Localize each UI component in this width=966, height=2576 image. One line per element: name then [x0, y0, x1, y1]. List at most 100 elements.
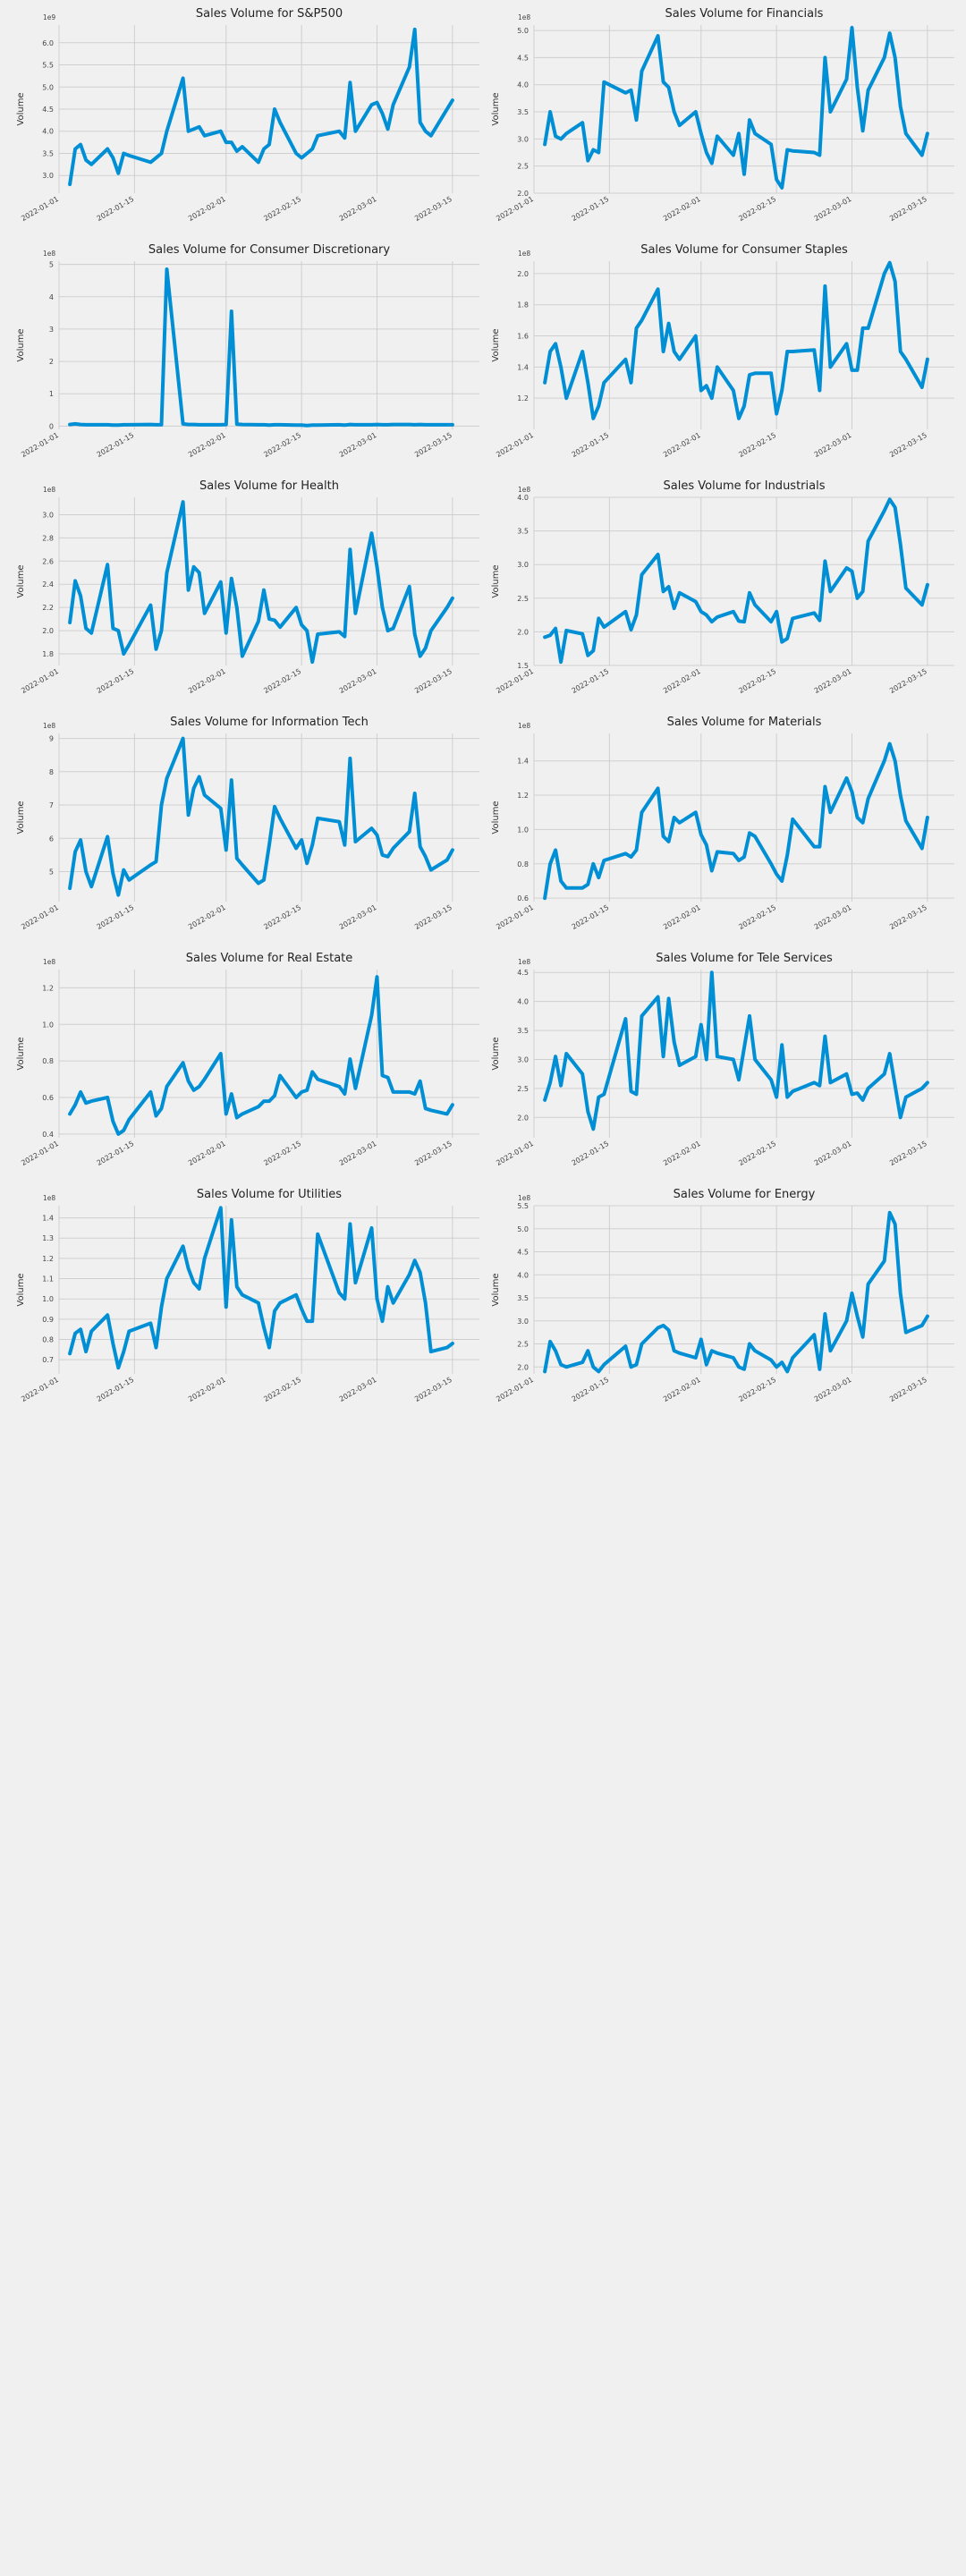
plot-area [59, 970, 479, 1138]
y-tick-label: 1.2 [517, 792, 529, 800]
y-tick-label: 4.5 [517, 1249, 529, 1257]
y-tick-label: 1.8 [517, 301, 529, 309]
y-tick-label: 9 [49, 735, 54, 743]
y-axis-label: Volume [491, 564, 501, 597]
plot-area [534, 1206, 954, 1374]
chart-panel: 0.60.81.01.21.42022-01-01 2022-01-15 2022-… [491, 716, 954, 931]
y-tick-label: 2.0 [517, 628, 529, 636]
y-tick-label: 1.2 [42, 1255, 54, 1263]
chart-title: Sales Volume for S&P500 [196, 7, 343, 21]
chart-title: Sales Volume for Industrials [664, 479, 826, 493]
y-tick-label: 0.8 [517, 860, 529, 869]
y-tick-label: 5.0 [517, 1225, 529, 1233]
y-tick-label: 1.3 [42, 1234, 54, 1242]
y-tick-label: 3.0 [517, 135, 529, 143]
y-tick-label: 8 [49, 768, 54, 776]
y-tick-label: 0.7 [42, 1356, 54, 1364]
y-axis-label: Volume [491, 328, 501, 361]
y-tick-label: 3.0 [42, 172, 54, 180]
y-axis-label: Volume [491, 92, 501, 125]
y-tick-label: 2.0 [42, 627, 54, 635]
y-tick-label: 0.8 [42, 1057, 54, 1065]
plot-area [59, 261, 479, 429]
y-tick-label: 1.4 [517, 363, 529, 371]
y-offset-label: 1e8 [518, 486, 530, 494]
y-tick-label: 0.6 [517, 894, 529, 902]
y-tick-label: 3.0 [517, 1318, 529, 1326]
chart-title: Sales Volume for Financials [665, 7, 824, 21]
y-tick-label: 5 [49, 868, 54, 876]
y-offset-label: 1e9 [43, 13, 55, 21]
y-axis-label: Volume [16, 92, 26, 125]
y-offset-label: 1e8 [518, 722, 530, 730]
chart-title: Sales Volume for Materials [667, 716, 822, 729]
y-offset-label: 1e8 [518, 13, 530, 21]
y-tick-label: 2.0 [517, 1363, 529, 1371]
y-tick-label: 5.5 [517, 1202, 529, 1210]
y-offset-label: 1e8 [43, 250, 55, 258]
y-tick-label: 2.5 [517, 1085, 529, 1093]
y-tick-label: 2 [49, 358, 54, 366]
y-tick-label: 5.0 [42, 83, 54, 91]
y-tick-label: 3.5 [517, 1294, 529, 1302]
y-tick-label: 7 [49, 801, 54, 809]
y-tick-label: 1.0 [42, 1021, 54, 1029]
y-axis-label: Volume [16, 328, 26, 361]
y-tick-label: 3.0 [517, 561, 529, 569]
y-tick-label: 0.4 [42, 1131, 54, 1139]
y-axis-label: Volume [491, 1273, 501, 1306]
y-tick-label: 0 [49, 422, 54, 430]
y-tick-label: 1.1 [42, 1275, 54, 1284]
y-tick-label: 3.0 [42, 511, 54, 519]
y-axis-label: Volume [16, 564, 26, 597]
y-tick-label: 1.4 [42, 1215, 54, 1223]
chart-title: Sales Volume for Utilities [197, 1188, 342, 1201]
y-tick-label: 1.4 [517, 758, 529, 766]
y-tick-label: 4.5 [517, 54, 529, 62]
y-offset-label: 1e8 [43, 1194, 55, 1202]
y-offset-label: 1e8 [43, 722, 55, 730]
y-axis-label: Volume [16, 1273, 26, 1306]
y-tick-label: 1.0 [517, 826, 529, 834]
y-tick-label: 2.5 [517, 163, 529, 171]
y-tick-label: 2.5 [517, 595, 529, 603]
y-tick-label: 6 [49, 835, 54, 843]
y-tick-label: 4.5 [517, 969, 529, 977]
y-tick-label: 1.8 [42, 650, 54, 658]
y-tick-label: 4.5 [42, 106, 54, 114]
y-offset-label: 1e8 [43, 958, 55, 966]
chart-title: Sales Volume for Real Estate [186, 952, 353, 965]
y-tick-label: 5 [49, 261, 54, 269]
y-tick-label: 3.5 [517, 1027, 529, 1035]
chart-title: Sales Volume for Tele Services [656, 952, 833, 965]
y-tick-label: 4.0 [42, 128, 54, 136]
y-tick-label: 4 [49, 293, 54, 301]
y-tick-label: 3 [49, 326, 54, 334]
y-axis-label: Volume [491, 801, 501, 834]
y-tick-label: 0.6 [42, 1094, 54, 1102]
y-axis-label: Volume [16, 1037, 26, 1070]
y-tick-label: 2.6 [42, 557, 54, 565]
y-offset-label: 1e8 [518, 1194, 530, 1202]
y-tick-label: 0.8 [42, 1335, 54, 1343]
y-tick-label: 4.0 [517, 81, 529, 89]
y-tick-label: 3.5 [42, 149, 54, 157]
y-tick-label: 0.9 [42, 1316, 54, 1324]
y-tick-label: 4.0 [517, 494, 529, 502]
y-tick-label: 2.2 [42, 604, 54, 612]
y-tick-label: 3.5 [517, 108, 529, 116]
y-tick-label: 2.0 [517, 1114, 529, 1122]
y-tick-label: 1.2 [42, 984, 54, 992]
y-tick-label: 2.4 [42, 580, 54, 589]
y-tick-label: 6.0 [42, 39, 54, 47]
chart-title: Sales Volume for Information Tech [170, 716, 369, 729]
chart-title: Sales Volume for Consumer Discretionary [148, 243, 390, 257]
